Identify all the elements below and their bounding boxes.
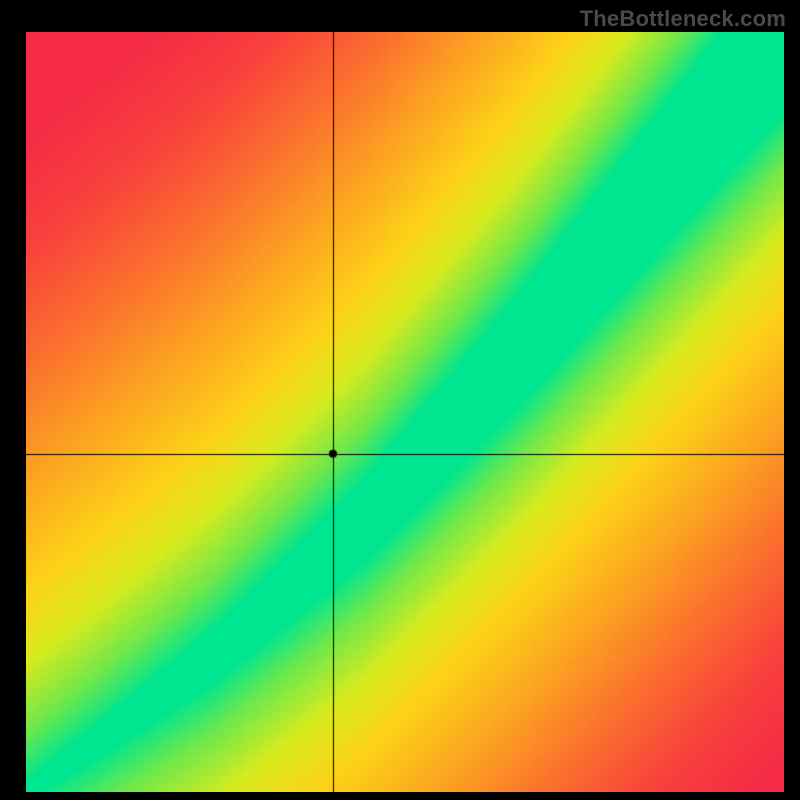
bottleneck-heatmap xyxy=(26,32,784,792)
chart-wrapper: TheBottleneck.com xyxy=(0,0,800,800)
watermark-text: TheBottleneck.com xyxy=(580,6,786,32)
heatmap-canvas xyxy=(26,32,784,792)
